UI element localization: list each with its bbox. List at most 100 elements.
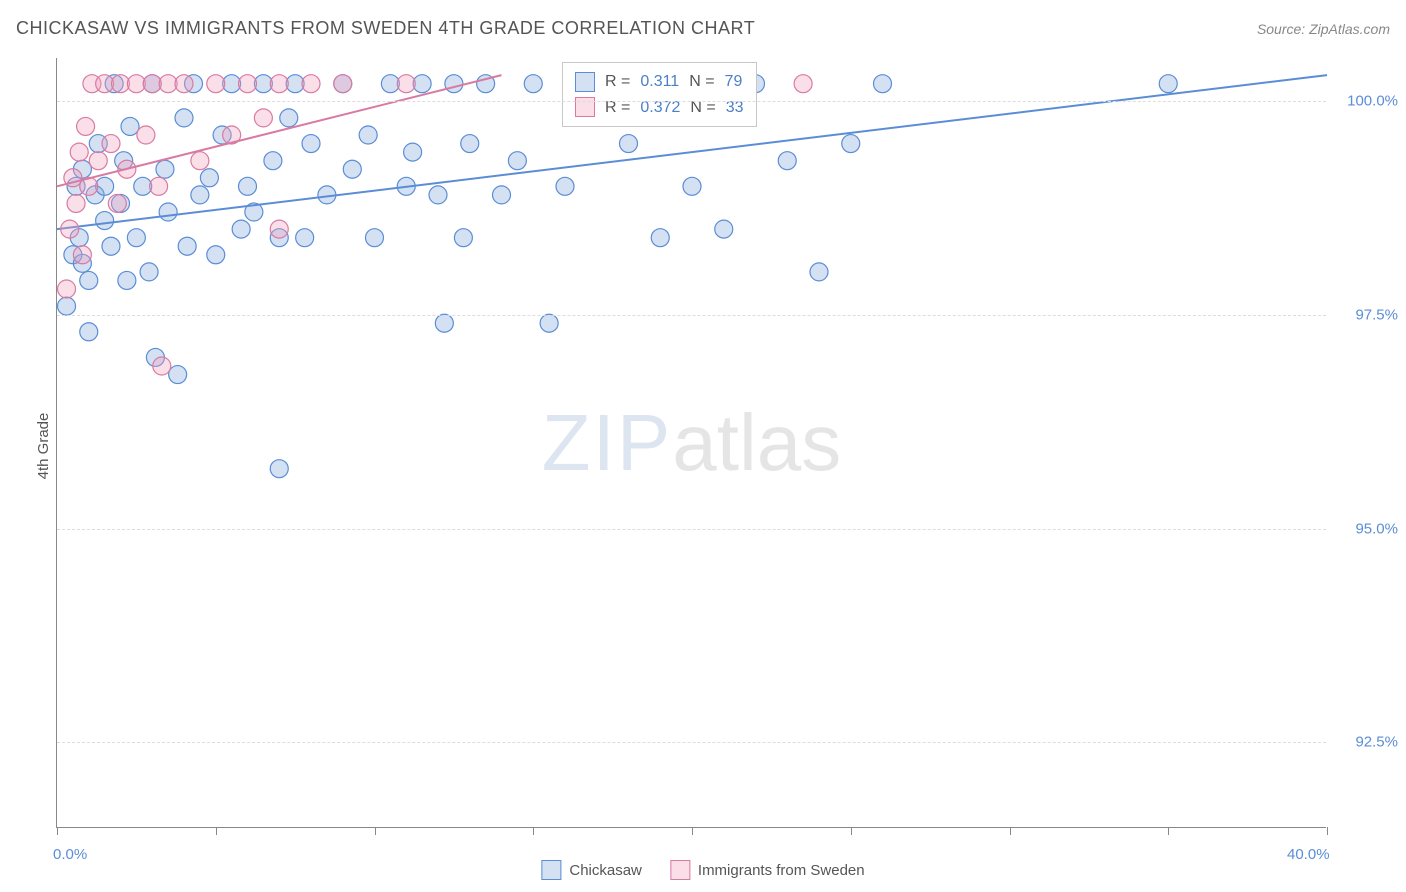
data-point [175, 109, 193, 127]
data-point [58, 280, 76, 298]
data-point [239, 177, 257, 195]
data-point [404, 143, 422, 161]
scatter-svg [57, 58, 1326, 827]
data-point [683, 177, 701, 195]
r-value-1: 0.311 [640, 69, 679, 95]
data-point [264, 152, 282, 170]
data-point [77, 117, 95, 135]
data-point [137, 126, 155, 144]
data-point [118, 271, 136, 289]
data-point [461, 135, 479, 153]
x-tick [1010, 827, 1011, 835]
n-value-1: 79 [725, 69, 743, 95]
x-tick [375, 827, 376, 835]
y-tick-label: 97.5% [1338, 306, 1398, 323]
data-point [159, 203, 177, 221]
swatch-chickasaw [541, 860, 561, 880]
x-tick-label: 0.0% [53, 846, 87, 863]
data-point [302, 135, 320, 153]
data-point [270, 75, 288, 93]
gridline-h [57, 529, 1326, 530]
data-point [254, 109, 272, 127]
x-tick [533, 827, 534, 835]
data-point [540, 314, 558, 332]
r-value-2: 0.372 [640, 95, 680, 121]
data-point [343, 160, 361, 178]
legend-item-sweden: Immigrants from Sweden [670, 860, 865, 880]
data-point [207, 75, 225, 93]
data-point [178, 237, 196, 255]
data-point [73, 246, 91, 264]
x-tick [57, 827, 58, 835]
x-tick [1327, 827, 1328, 835]
data-point [794, 75, 812, 93]
chart-title: CHICKASAW VS IMMIGRANTS FROM SWEDEN 4TH … [16, 18, 755, 39]
data-point [232, 220, 250, 238]
data-point [302, 75, 320, 93]
swatch-series-1 [575, 72, 595, 92]
data-point [874, 75, 892, 93]
data-point [121, 117, 139, 135]
n-label-1: N = [689, 69, 714, 95]
data-point [207, 246, 225, 264]
stats-row-1: R = 0.311 N = 79 [575, 69, 744, 95]
data-point [80, 271, 98, 289]
data-point [445, 75, 463, 93]
data-point [397, 75, 415, 93]
data-point [102, 135, 120, 153]
stats-legend-box: R = 0.311 N = 79 R = 0.372 N = 33 [562, 62, 757, 127]
x-tick [851, 827, 852, 835]
source-attribution: Source: ZipAtlas.com [1257, 21, 1390, 37]
data-point [61, 220, 79, 238]
r-label-2: R = [605, 95, 630, 121]
data-point [175, 75, 193, 93]
bottom-legend: Chickasaw Immigrants from Sweden [541, 860, 864, 880]
data-point [429, 186, 447, 204]
data-point [200, 169, 218, 187]
data-point [96, 212, 114, 230]
x-tick [216, 827, 217, 835]
data-point [1159, 75, 1177, 93]
data-point [270, 220, 288, 238]
data-point [140, 263, 158, 281]
legend-item-chickasaw: Chickasaw [541, 860, 642, 880]
data-point [651, 229, 669, 247]
title-bar: CHICKASAW VS IMMIGRANTS FROM SWEDEN 4TH … [16, 18, 1390, 39]
data-point [359, 126, 377, 144]
data-point [156, 160, 174, 178]
data-point [108, 194, 126, 212]
data-point [842, 135, 860, 153]
data-point [778, 152, 796, 170]
plot-area: ZIPatlas R = 0.311 N = 79 R = 0.372 N = … [56, 58, 1326, 828]
y-tick-label: 92.5% [1338, 734, 1398, 751]
data-point [127, 229, 145, 247]
data-point [169, 366, 187, 384]
data-point [556, 177, 574, 195]
data-point [70, 143, 88, 161]
data-point [493, 186, 511, 204]
gridline-h [57, 101, 1326, 102]
data-point [191, 152, 209, 170]
data-point [366, 229, 384, 247]
legend-label-chickasaw: Chickasaw [569, 862, 642, 879]
gridline-h [57, 315, 1326, 316]
data-point [810, 263, 828, 281]
data-point [296, 229, 314, 247]
data-point [435, 314, 453, 332]
data-point [80, 323, 98, 341]
data-point [280, 109, 298, 127]
data-point [239, 75, 257, 93]
n-label-2: N = [690, 95, 715, 121]
x-tick-label: 40.0% [1287, 846, 1330, 863]
data-point [58, 297, 76, 315]
data-point [270, 460, 288, 478]
data-point [153, 357, 171, 375]
n-value-2: 33 [726, 95, 744, 121]
legend-label-sweden: Immigrants from Sweden [698, 862, 865, 879]
y-tick-label: 95.0% [1338, 520, 1398, 537]
swatch-sweden [670, 860, 690, 880]
x-tick [692, 827, 693, 835]
stats-row-2: R = 0.372 N = 33 [575, 95, 744, 121]
x-tick [1168, 827, 1169, 835]
data-point [508, 152, 526, 170]
